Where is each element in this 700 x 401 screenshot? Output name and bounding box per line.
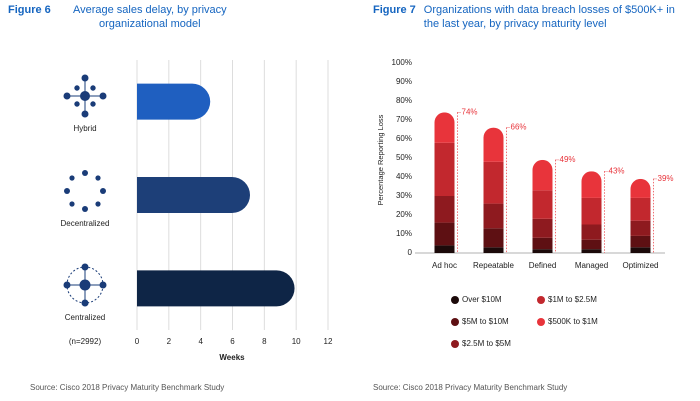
y-tick-label: 100%: [392, 58, 412, 67]
total-label: 39%: [658, 174, 674, 183]
bar-segment: [581, 197, 602, 225]
bar-segment: [434, 142, 455, 196]
y-tick-label: 20%: [396, 210, 412, 219]
y-tick-label: 0: [408, 248, 413, 257]
legend-label: $1M to $2.5M: [548, 295, 597, 304]
bar-segment: [483, 228, 504, 248]
bar-segment: [581, 171, 602, 198]
bar: [137, 177, 251, 213]
figure-label: Figure 7: [373, 4, 416, 16]
x-tick-label: Managed: [575, 261, 608, 270]
source: Source: Cisco 2018 Privacy Maturity Benc…: [373, 383, 567, 392]
x-tick-label: 0: [135, 337, 140, 346]
bar-segment: [581, 239, 602, 250]
bar-segment: [630, 247, 651, 253]
legend-swatch: [451, 340, 459, 348]
bar-segment: [630, 220, 651, 236]
legend-label: Over $10M: [462, 295, 502, 304]
bar-segment: [483, 127, 504, 162]
x-tick-label: 8: [262, 337, 267, 346]
legend-label: $2.5M to $5M: [462, 339, 511, 348]
bar-segment: [630, 235, 651, 248]
y-tick-label: 90%: [396, 77, 412, 86]
bar-segment: [581, 249, 602, 253]
bar-segment: [483, 247, 504, 253]
bar-segment: [434, 196, 455, 223]
y-tick-label: 30%: [396, 191, 412, 200]
total-label: 66%: [511, 123, 527, 132]
bar-segment: [532, 218, 553, 238]
x-tick-label: Repeatable: [473, 261, 514, 270]
chart-title: Average sales delay, by privacy organiza…: [72, 4, 227, 30]
sample-note: (n=2992): [69, 337, 102, 346]
y-tick-label: 70%: [396, 115, 412, 124]
x-tick-label: Defined: [529, 261, 557, 270]
bar-segment: [581, 224, 602, 240]
bar-segment: [434, 112, 455, 143]
bar-segment: [630, 178, 651, 198]
total-label: 49%: [560, 155, 576, 164]
category-label: Decentralized: [61, 219, 110, 228]
source: Source: Cisco 2018 Privacy Maturity Benc…: [30, 383, 224, 392]
y-tick-label: 60%: [396, 134, 412, 143]
legend-label: $5M to $10M: [462, 317, 509, 326]
x-tick-label: Ad hoc: [432, 261, 457, 270]
legend-label: $500K to $1M: [548, 317, 598, 326]
x-tick-label: 10: [292, 337, 301, 346]
y-tick-label: 40%: [396, 172, 412, 181]
figure-label: Figure 6: [8, 4, 51, 16]
bar-segment: [532, 159, 553, 191]
x-tick-label: Optimized: [622, 261, 658, 270]
chart-title: Organizations with data breach losses of…: [423, 4, 675, 30]
x-tick-label: 6: [230, 337, 235, 346]
icon-hybrid: [63, 74, 107, 118]
x-tick-label: 2: [167, 337, 172, 346]
bar-segment: [532, 237, 553, 250]
x-axis-label: Weeks: [219, 353, 245, 362]
category-label: Hybrid: [73, 124, 96, 133]
y-tick-label: 80%: [396, 96, 412, 105]
bar-segment: [532, 249, 553, 253]
total-label: 74%: [462, 108, 478, 117]
bar-segment: [483, 203, 504, 229]
y-tick-label: 50%: [396, 153, 412, 162]
y-axis-label: Percentage Reporting Loss: [376, 114, 385, 205]
icon-centralized: [63, 263, 107, 307]
icon-decentralized: [64, 170, 106, 212]
x-tick-label: 4: [198, 337, 203, 346]
legend-swatch: [451, 296, 459, 304]
legend-swatch: [451, 318, 459, 326]
figure-7-heading: Figure 7 Organizations with data breach …: [373, 3, 692, 31]
bar-segment: [483, 161, 504, 204]
bar-segment: [434, 222, 455, 246]
x-tick-label: 12: [324, 337, 333, 346]
bar: [137, 83, 211, 120]
bar-segment: [630, 197, 651, 221]
bar-segment: [532, 190, 553, 219]
total-label: 43%: [609, 166, 625, 175]
figure-6-heading: Figure 6 Average sales delay, by privacy…: [8, 3, 241, 31]
y-tick-label: 10%: [396, 229, 412, 238]
legend-swatch: [537, 318, 545, 326]
category-label: Centralized: [65, 313, 105, 322]
bar-segment: [434, 245, 455, 253]
legend-swatch: [537, 296, 545, 304]
bar: [137, 270, 295, 307]
